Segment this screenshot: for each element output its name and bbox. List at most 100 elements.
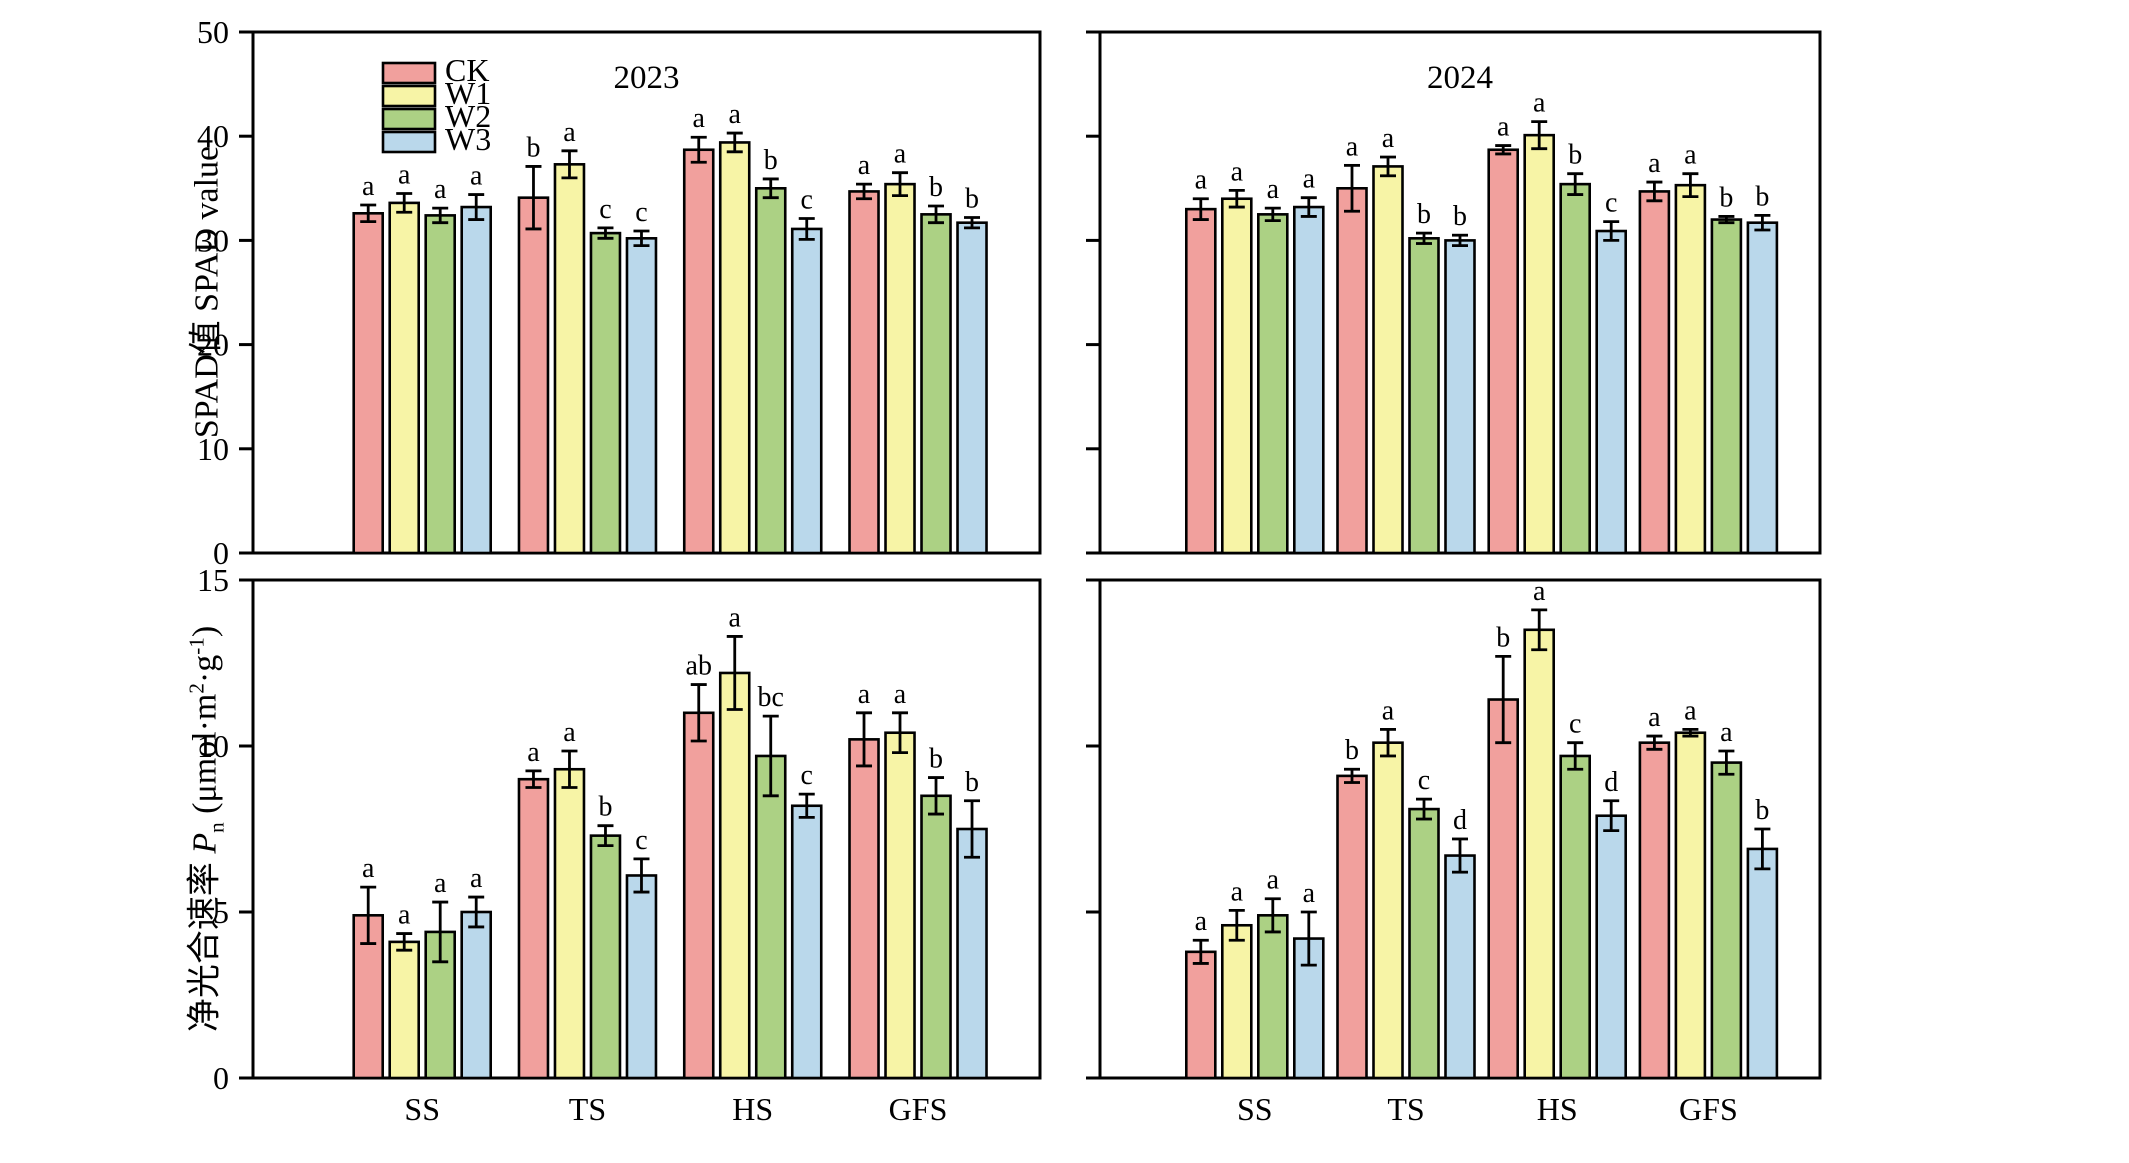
y-tick-label: 5 — [213, 894, 229, 930]
sig-letter-CK-TS: a — [527, 737, 540, 768]
bar-W3-SS — [1293, 205, 1325, 555]
sig-letter-W1-GFS: a — [1684, 140, 1697, 171]
bar-W2-GFS — [920, 794, 952, 1080]
bar-W1-HS — [1523, 133, 1555, 555]
pn-label-unit2: ·g — [186, 654, 224, 684]
bar-W2-TS — [589, 231, 622, 555]
y-tick-label: 30 — [197, 222, 229, 258]
bar-CK-TS — [517, 196, 550, 555]
sig-letter-W2-HS: bc — [758, 682, 784, 713]
sig-letter-CK-SS: a — [362, 171, 375, 202]
bar-CK-SS — [1185, 950, 1217, 1080]
bar-W3-TS — [1444, 854, 1476, 1080]
sig-letter-W3-SS: a — [1303, 878, 1316, 909]
bar-W2-SS — [1257, 213, 1289, 555]
bar-CK-GFS — [848, 738, 880, 1080]
sig-letter-W2-GFS: b — [929, 744, 943, 775]
legend-swatch-CK — [381, 61, 437, 85]
bar-group-HS: aba bc c — [682, 602, 823, 1080]
sig-letter-W3-HS: c — [801, 185, 813, 216]
sig-letter-W1-TS: a — [563, 117, 576, 148]
bar-W2-TS — [589, 834, 622, 1080]
bar-W3-GFS — [1746, 221, 1779, 555]
sig-letter-W3-TS: b — [1453, 201, 1467, 232]
bar-W1-SS — [1221, 197, 1253, 555]
legend-label-CK: CK — [445, 52, 489, 88]
sig-letter-W2-HS: b — [764, 145, 778, 176]
sig-letter-W3-HS: c — [1605, 188, 1617, 219]
legend-swatch-W2 — [381, 107, 437, 131]
sig-letter-CK-TS: b — [526, 132, 540, 163]
bar-W1-SS — [388, 940, 421, 1080]
bar-W2-SS — [1257, 914, 1289, 1080]
bar-W3-HS — [1595, 814, 1627, 1080]
bar-W2-GFS — [1710, 761, 1743, 1080]
bar-W1-GFS — [884, 182, 916, 555]
sig-letter-CK-HS: b — [1496, 622, 1510, 653]
bar-W3-HS — [790, 227, 823, 555]
sig-letter-W2-GFS: b — [929, 172, 943, 203]
y-tick-label: 40 — [197, 118, 229, 154]
sig-letter-W2-SS: a — [434, 868, 447, 899]
bar-W2-SS — [424, 214, 457, 555]
legend-label-W2: W2 — [445, 98, 491, 134]
sig-letter-CK-SS: a — [362, 853, 375, 884]
x-category-label-HS: HS — [732, 1091, 773, 1127]
bar-CK-TS — [1336, 187, 1368, 555]
sig-letter-W1-HS: a — [1533, 88, 1546, 119]
pn-label-close: ) — [186, 625, 224, 638]
sig-letter-W3-GFS: b — [1755, 795, 1769, 826]
bar-W2-TS — [1408, 237, 1440, 555]
bar-W3-SS — [460, 205, 493, 555]
y-tick-label: 0 — [213, 1060, 229, 1096]
pn-label-symbol: P — [186, 832, 224, 854]
bar-W3-TS — [625, 874, 658, 1080]
sig-letter-W1-HS: a — [729, 602, 742, 633]
bar-W2-HS — [1559, 754, 1591, 1080]
sig-letter-W2-SS: a — [1267, 174, 1280, 205]
sig-letter-W1-HS: a — [1533, 576, 1546, 607]
panel-title-2023: 2023 — [614, 60, 680, 96]
bar-CK-TS — [517, 777, 550, 1080]
sig-letter-W3-SS: a — [470, 161, 483, 192]
bar-W1-SS — [388, 201, 421, 555]
sig-letter-W2-TS: b — [1417, 199, 1431, 230]
sig-letter-W2-TS: b — [598, 792, 612, 823]
bar-CK-GFS — [1638, 741, 1671, 1080]
bar-CK-HS — [682, 148, 715, 555]
panel-title-2024: 2024 — [1427, 60, 1493, 96]
sig-letter-W2-TS: c — [599, 194, 611, 225]
sig-letter-W3-TS: d — [1453, 805, 1467, 836]
bar-W3-TS — [1444, 239, 1476, 555]
bar-W3-SS — [460, 910, 493, 1080]
sig-letter-CK-GFS: a — [858, 679, 871, 710]
y-axis-label-spad-text: SPAD值 SPAD value — [188, 145, 226, 439]
pn-label-sup1: 2 — [184, 683, 209, 694]
y-axis-label-spad: SPAD值 SPAD value — [179, 146, 228, 438]
sig-letter-W3-SS: a — [470, 863, 483, 894]
bar-W1-GFS — [1674, 731, 1707, 1080]
bar-W2-HS — [1559, 182, 1591, 555]
bar-CK-SS — [352, 212, 385, 555]
bar-W1-HS — [718, 141, 751, 555]
x-category-label-TS: TS — [569, 1091, 606, 1127]
bar-CK-HS — [1487, 148, 1519, 555]
sig-letter-W1-TS: a — [1382, 695, 1395, 726]
x-category-label-GFS: GFS — [1679, 1091, 1738, 1127]
sig-letter-W3-HS: d — [1604, 767, 1618, 798]
bar-group-TS: ba c c — [517, 117, 658, 555]
bar-CK-SS — [352, 914, 385, 1080]
sig-letter-W3-TS: c — [635, 197, 647, 228]
bar-W1-SS — [1221, 923, 1253, 1080]
bar-CK-SS — [1185, 207, 1217, 555]
